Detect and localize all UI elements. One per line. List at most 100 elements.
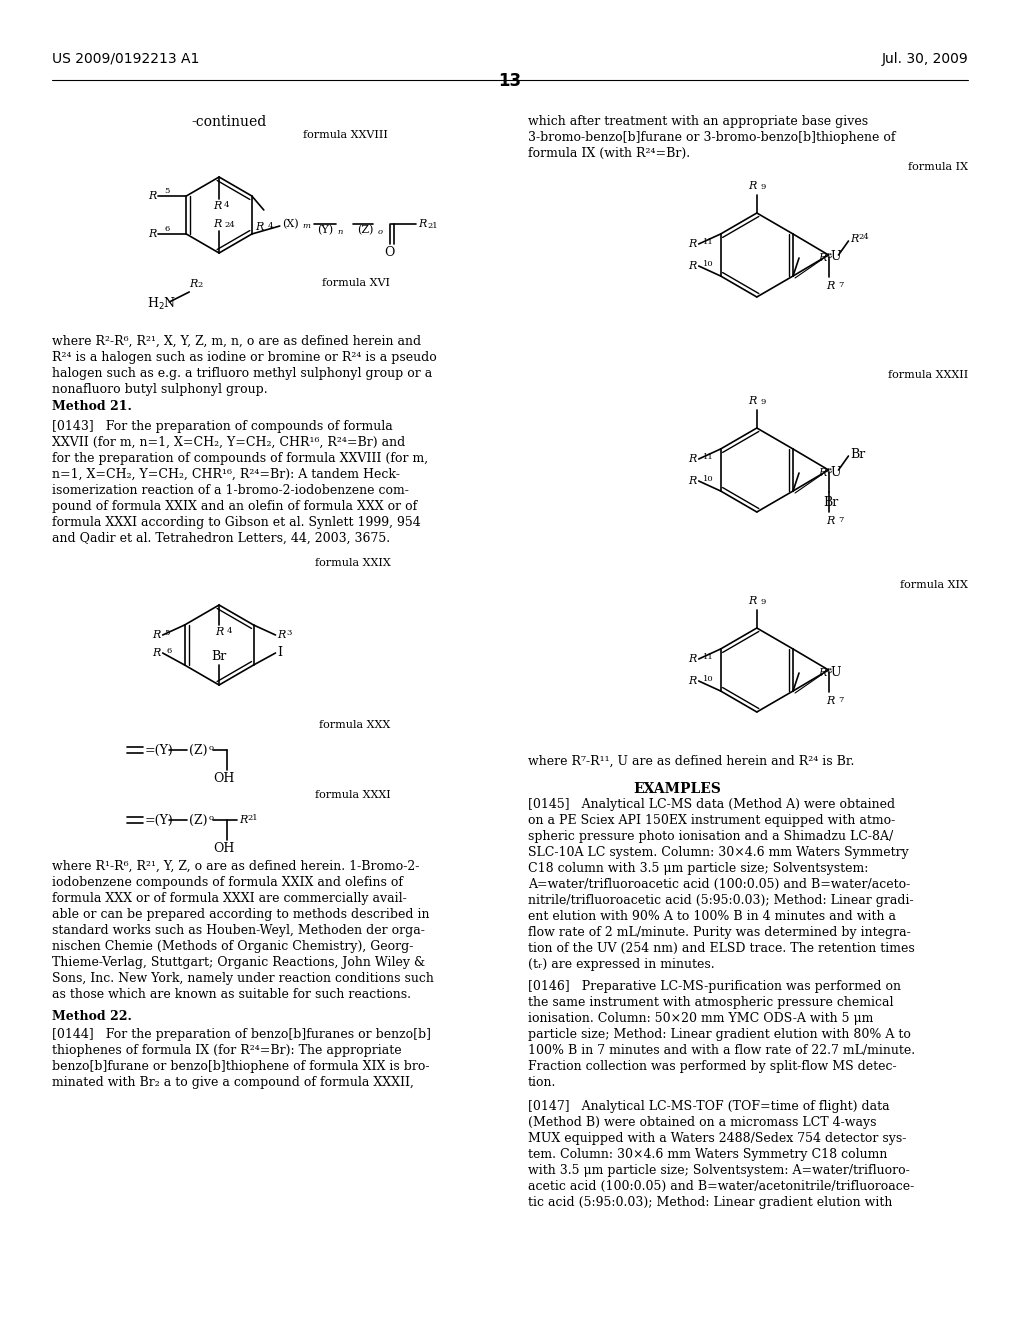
Text: 9: 9 [761,399,766,407]
Text: H$_2$N: H$_2$N [147,296,177,312]
Text: R: R [826,516,835,525]
Text: [0147]   Analytical LC-MS-TOF (TOF=time of flight) data: [0147] Analytical LC-MS-TOF (TOF=time of… [527,1100,890,1113]
Text: R: R [688,239,696,249]
Text: (Method B) were obtained on a micromass LCT 4-ways: (Method B) were obtained on a micromass … [527,1115,877,1129]
Text: 10: 10 [702,260,714,268]
Text: 100% B in 7 minutes and with a flow rate of 22.7 mL/minute.: 100% B in 7 minutes and with a flow rate… [527,1044,914,1057]
Text: formula XIX: formula XIX [900,579,968,590]
Text: o: o [208,744,213,752]
Text: isomerization reaction of a 1-bromo-2-iodobenzene com-: isomerization reaction of a 1-bromo-2-io… [52,484,409,498]
Text: Sons, Inc. New York, namely under reaction conditions such: Sons, Inc. New York, namely under reacti… [52,972,433,985]
Text: n: n [338,228,343,236]
Text: benzo[b]furane or benzo[b]thiophene of formula XIX is bro-: benzo[b]furane or benzo[b]thiophene of f… [52,1060,429,1073]
Text: Br: Br [823,496,838,510]
Text: as those which are known as suitable for such reactions.: as those which are known as suitable for… [52,987,411,1001]
Text: 2: 2 [198,281,203,289]
Text: n=1, X=CH₂, Y=CH₂, CHR¹⁶, R²⁴=Br): A tandem Heck-: n=1, X=CH₂, Y=CH₂, CHR¹⁶, R²⁴=Br): A tan… [52,469,399,480]
Text: with 3.5 μm particle size; Solventsystem: A=water/trifluoro-: with 3.5 μm particle size; Solventsystem… [527,1164,909,1177]
Text: (tᵣ) are expressed in minutes.: (tᵣ) are expressed in minutes. [527,958,715,972]
Text: ent elution with 90% A to 100% B in 4 minutes and with a: ent elution with 90% A to 100% B in 4 mi… [527,909,896,923]
Text: OH: OH [213,842,234,855]
Text: nitrile/trifluoroacetic acid (5:95:0.03); Method: Linear gradi-: nitrile/trifluoroacetic acid (5:95:0.03)… [527,894,913,907]
Text: R: R [189,279,198,289]
Text: 24: 24 [224,220,234,228]
Text: 21: 21 [427,222,437,230]
Text: 5: 5 [165,187,170,195]
Text: R: R [153,648,161,657]
Text: formula IX (with R²⁴=Br).: formula IX (with R²⁴=Br). [527,147,690,160]
Text: tic acid (5:95:0.03); Method: Linear gradient elution with: tic acid (5:95:0.03); Method: Linear gra… [527,1196,892,1209]
Text: R: R [818,253,827,263]
Text: R: R [818,469,827,478]
Text: where R⁷-R¹¹, U are as defined herein and R²⁴ is Br.: where R⁷-R¹¹, U are as defined herein an… [527,755,854,768]
Text: R: R [749,181,757,191]
Text: 8: 8 [826,667,831,675]
Text: tion of the UV (254 nm) and ELSD trace. The retention times: tion of the UV (254 nm) and ELSD trace. … [527,942,914,954]
Text: o: o [208,814,213,822]
Text: the same instrument with atmospheric pressure chemical: the same instrument with atmospheric pre… [527,997,893,1008]
Text: on a PE Sciex API 150EX instrument equipped with atmo-: on a PE Sciex API 150EX instrument equip… [527,814,895,828]
Text: m: m [303,222,310,230]
Text: Method 21.: Method 21. [52,400,132,413]
Text: R: R [688,477,696,486]
Text: formula XVI: formula XVI [323,279,390,288]
Text: 13: 13 [499,73,521,90]
Text: 7: 7 [839,281,844,289]
Text: 21: 21 [248,814,259,822]
Text: 11: 11 [702,238,714,246]
Text: 24: 24 [858,234,869,242]
Text: R: R [148,228,157,239]
Text: U: U [830,466,841,479]
Text: R: R [153,630,161,640]
Text: R: R [148,191,157,201]
Text: Thieme-Verlag, Stuttgart; Organic Reactions, John Wiley &: Thieme-Verlag, Stuttgart; Organic Reacti… [52,956,425,969]
Text: 7: 7 [839,696,844,704]
Text: iodobenzene compounds of formula XXIX and olefins of: iodobenzene compounds of formula XXIX an… [52,876,402,888]
Text: 4: 4 [224,201,229,209]
Text: SLC-10A LC system. Column: 30×4.6 mm Waters Symmetry: SLC-10A LC system. Column: 30×4.6 mm Wat… [527,846,908,859]
Text: US 2009/0192213 A1: US 2009/0192213 A1 [52,51,199,66]
Text: 10: 10 [702,675,714,682]
Text: acetic acid (100:0.05) and B=water/acetonitrile/trifluoroace-: acetic acid (100:0.05) and B=water/aceto… [527,1180,914,1193]
Text: ionisation. Column: 50×20 mm YMC ODS-A with 5 μm: ionisation. Column: 50×20 mm YMC ODS-A w… [527,1012,873,1026]
Text: R: R [851,234,859,244]
Text: =(Y): =(Y) [144,743,173,756]
Text: 11: 11 [702,453,714,461]
Text: formula XXXI according to Gibson et al. Synlett 1999, 954: formula XXXI according to Gibson et al. … [52,516,421,529]
Text: 7: 7 [839,516,844,524]
Text: 6: 6 [167,647,172,655]
Text: Br: Br [212,649,226,663]
Text: Fraction collection was performed by split-flow MS detec-: Fraction collection was performed by spl… [527,1060,896,1073]
Text: minated with Br₂ a to give a compound of formula XXXII,: minated with Br₂ a to give a compound of… [52,1076,414,1089]
Text: thiophenes of formula IX (for R²⁴=Br): The appropriate: thiophenes of formula IX (for R²⁴=Br): T… [52,1044,401,1057]
Text: 3: 3 [287,630,292,638]
Text: U: U [830,665,841,678]
Text: (Z): (Z) [189,743,208,756]
Text: A=water/trifluoroacetic acid (100:0.05) and B=water/aceto-: A=water/trifluoroacetic acid (100:0.05) … [527,878,910,891]
Text: pound of formula XXIX and an olefin of formula XXX or of: pound of formula XXIX and an olefin of f… [52,500,417,513]
Text: R: R [256,222,264,232]
Text: R: R [215,627,223,638]
Text: R: R [239,814,248,825]
Text: 9: 9 [761,183,766,191]
Text: 9: 9 [761,598,766,606]
Text: MUX equipped with a Waters 2488/Sedex 754 detector sys-: MUX equipped with a Waters 2488/Sedex 75… [527,1133,906,1144]
Text: OH: OH [213,772,234,785]
Text: tion.: tion. [527,1076,556,1089]
Text: R: R [818,668,827,678]
Text: 5: 5 [165,630,170,638]
Text: C18 column with 3.5 μm particle size; Solventsystem:: C18 column with 3.5 μm particle size; So… [527,862,868,875]
Text: nonafluoro butyl sulphonyl group.: nonafluoro butyl sulphonyl group. [52,383,267,396]
Text: EXAMPLES: EXAMPLES [633,781,721,796]
Text: spheric pressure photo ionisation and a Shimadzu LC-8A/: spheric pressure photo ionisation and a … [527,830,893,843]
Text: [0145]   Analytical LC-MS data (Method A) were obtained: [0145] Analytical LC-MS data (Method A) … [527,799,895,810]
Text: where R¹-R⁶, R²¹, Y, Z, o are as defined herein. 1-Bromo-2-: where R¹-R⁶, R²¹, Y, Z, o are as defined… [52,861,419,873]
Text: (X): (X) [282,219,298,230]
Text: 10: 10 [702,475,714,483]
Text: formula XXX: formula XXX [319,719,390,730]
Text: [0146]   Preparative LC-MS-purification was performed on: [0146] Preparative LC-MS-purification wa… [527,979,901,993]
Text: I: I [278,647,283,660]
Text: 3-bromo-benzo[b]furane or 3-bromo-benzo[b]thiophene of: 3-bromo-benzo[b]furane or 3-bromo-benzo[… [527,131,895,144]
Text: R: R [213,201,221,211]
Text: formula XXXI: formula XXXI [314,789,390,800]
